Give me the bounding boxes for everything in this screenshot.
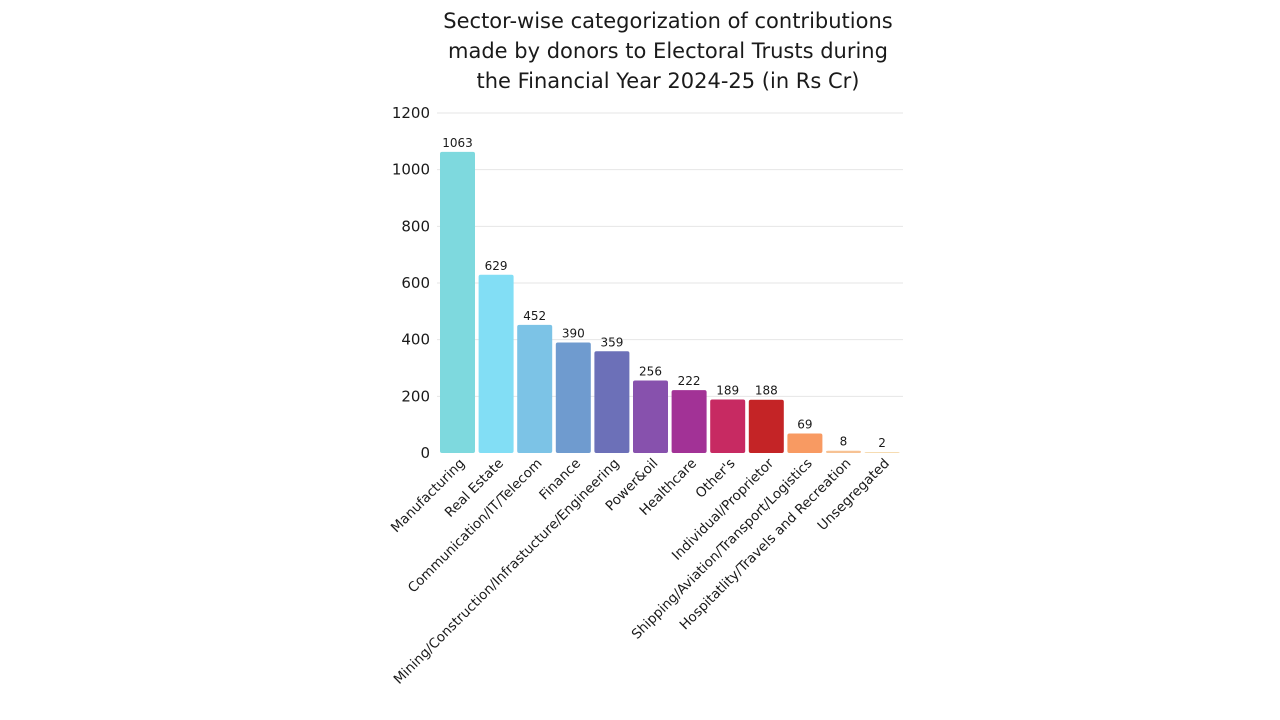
data-label: 1063	[442, 136, 473, 150]
data-label: 189	[716, 383, 739, 397]
y-tick-label: 800	[401, 217, 430, 235]
bar	[710, 399, 746, 453]
bar	[826, 450, 861, 453]
bar	[633, 380, 668, 453]
data-label: 2	[878, 436, 886, 450]
data-label: 69	[797, 417, 812, 431]
data-label: 629	[485, 259, 508, 273]
y-tick-label: 600	[401, 274, 430, 292]
bar	[478, 274, 514, 453]
data-label: 452	[523, 309, 546, 323]
data-label: 256	[639, 364, 662, 378]
y-tick-label: 400	[401, 331, 430, 349]
y-tick-label: 200	[401, 387, 430, 405]
chart-title-line-2: made by donors to Electoral Trusts durin…	[448, 39, 888, 63]
bar	[440, 151, 475, 454]
chart-title-line-3: the Financial Year 2024-25 (in Rs Cr)	[476, 69, 860, 93]
bar	[748, 399, 784, 453]
chart-title: Sector-wise categorization of contributi…	[390, 6, 946, 96]
y-axis-ticks: 0 200 400 600 800 1000 1200	[392, 104, 430, 462]
data-labels: 1063 629 452 390 359 256 222 189 188 69 8 2	[442, 136, 886, 450]
bar	[517, 324, 553, 453]
bar	[671, 390, 707, 453]
y-tick-label: 1000	[392, 161, 430, 179]
bar	[594, 351, 630, 453]
data-label: 222	[678, 374, 701, 388]
chart-title-line-1: Sector-wise categorization of contributi…	[443, 9, 893, 33]
bar	[864, 452, 900, 453]
gridlines	[437, 112, 903, 397]
bar	[787, 433, 823, 453]
y-tick-label: 1200	[392, 104, 430, 122]
x-tick-label: Shipping/Aviation/Transport/Logistics	[629, 456, 816, 643]
data-label: 188	[755, 384, 778, 398]
y-tick-label: 0	[420, 444, 430, 462]
data-label: 359	[600, 335, 623, 349]
bar	[555, 342, 591, 453]
data-label: 390	[562, 327, 585, 341]
data-label: 8	[840, 435, 848, 449]
bars	[440, 151, 900, 454]
